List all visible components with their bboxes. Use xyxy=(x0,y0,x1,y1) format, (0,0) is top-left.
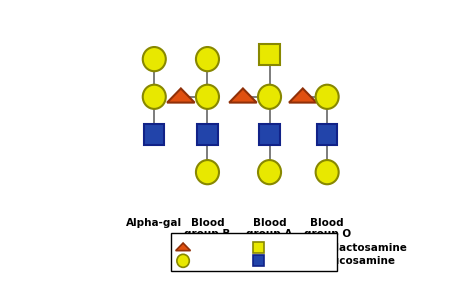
FancyBboxPatch shape xyxy=(259,124,280,145)
Ellipse shape xyxy=(258,160,281,184)
Ellipse shape xyxy=(316,160,339,184)
Text: Alpha-gal: Alpha-gal xyxy=(126,217,182,228)
FancyBboxPatch shape xyxy=(144,124,164,145)
Ellipse shape xyxy=(143,85,166,109)
Ellipse shape xyxy=(196,160,219,184)
Text: Blood
group A: Blood group A xyxy=(246,217,293,239)
Text: Blood
group O: Blood group O xyxy=(303,217,351,239)
Ellipse shape xyxy=(196,85,219,109)
FancyBboxPatch shape xyxy=(317,124,337,145)
Ellipse shape xyxy=(258,85,281,109)
Ellipse shape xyxy=(196,47,219,71)
Text: Fucose: Fucose xyxy=(195,242,236,253)
Polygon shape xyxy=(176,243,191,251)
Polygon shape xyxy=(229,88,256,103)
Text: N-Acetylglucosamine: N-Acetylglucosamine xyxy=(271,256,395,266)
FancyBboxPatch shape xyxy=(259,44,280,65)
FancyBboxPatch shape xyxy=(253,255,264,266)
Ellipse shape xyxy=(143,47,166,71)
Polygon shape xyxy=(167,88,195,103)
FancyBboxPatch shape xyxy=(171,233,337,271)
Text: Galactose: Galactose xyxy=(195,256,254,266)
Text: N-Acetylgalactosamine: N-Acetylgalactosamine xyxy=(271,242,407,253)
Ellipse shape xyxy=(177,254,189,267)
Polygon shape xyxy=(289,88,317,103)
Ellipse shape xyxy=(316,85,339,109)
FancyBboxPatch shape xyxy=(253,242,264,253)
FancyBboxPatch shape xyxy=(197,124,218,145)
Text: Blood
group B: Blood group B xyxy=(184,217,231,239)
